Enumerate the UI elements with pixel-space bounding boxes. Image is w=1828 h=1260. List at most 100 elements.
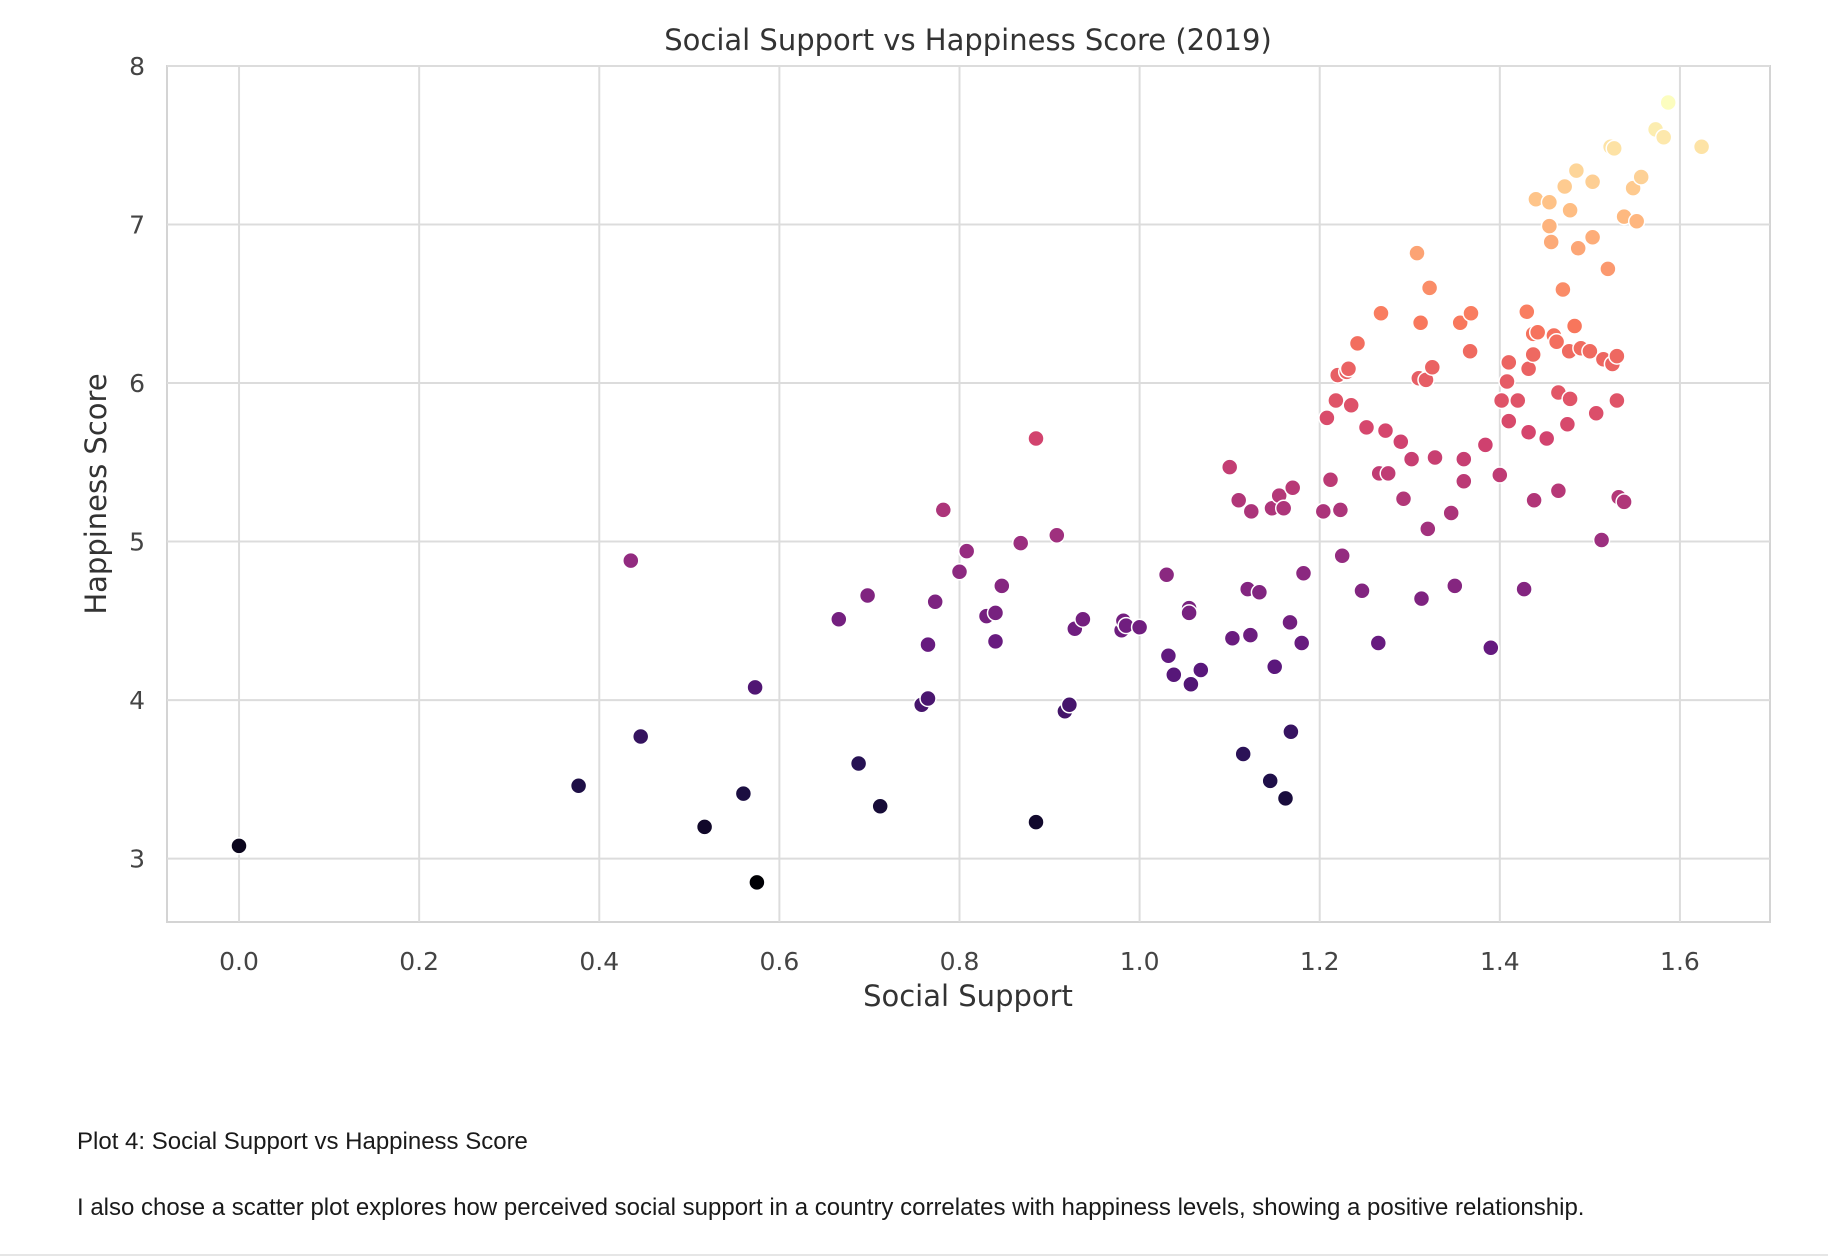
data-point [1331,501,1350,519]
x-tick-label: 1.0 [1120,947,1160,976]
x-tick-label: 0.0 [219,947,259,976]
x-axis-label: Social Support [863,979,1073,1013]
data-point [1060,696,1079,714]
data-point [1250,583,1269,602]
data-point [1011,534,1030,552]
data-point [1348,334,1367,353]
data-point [1498,372,1516,391]
data-point [858,586,877,605]
y-axis-label: Happiness Score [79,373,113,614]
data-point [1491,466,1509,484]
data-point [1446,577,1464,595]
data-point [1333,547,1351,565]
data-point [1442,504,1460,522]
x-tick-label: 1.2 [1300,947,1340,976]
data-point [871,797,889,816]
data-point [1376,421,1395,440]
data-point [1605,139,1623,158]
y-tick-label: 3 [129,845,145,874]
data-point [1314,502,1333,521]
x-tick-label: 0.4 [579,947,619,976]
data-point [1234,745,1252,763]
data-point [1321,470,1340,489]
data-point [1411,314,1430,332]
data-point [1583,228,1602,246]
data-point [1549,482,1568,500]
y-tick-label: 8 [129,52,145,81]
data-point [1455,472,1473,491]
data-point [1654,128,1673,147]
data-point [1165,665,1183,684]
data-point [631,727,650,746]
data-point [1500,412,1518,430]
data-point [230,837,248,855]
data-point [1528,323,1547,342]
data-point [919,635,937,654]
x-tick-label: 0.6 [759,947,799,976]
data-point [1357,418,1376,437]
y-tick-label: 5 [129,528,145,557]
data-point [569,776,588,795]
data-point [1524,345,1542,364]
data-point [1265,658,1284,676]
x-tick-labels: 0.0 0.2 0.4 0.6 0.8 1.0 1.2 1.4 1.6 [219,947,1700,976]
data-point [1561,390,1579,408]
data-point [919,689,937,708]
data-point [695,818,714,836]
data-point [1476,436,1495,454]
divider [0,1254,1828,1256]
y-tick-label: 7 [129,211,145,240]
caption-body: I also chose a scatter plot explores how… [77,1194,1585,1221]
data-point [1583,172,1602,191]
data-point [1581,342,1599,361]
data-point [1615,493,1633,511]
data-points [230,93,1711,892]
grid-lines [167,65,1770,922]
data-point [1423,358,1442,376]
data-point [1509,391,1527,410]
data-point [1276,789,1295,808]
x-tick-label: 0.8 [940,947,980,976]
data-point [1547,333,1566,351]
data-point [1558,415,1577,434]
data-point [1587,404,1605,422]
data-point [1608,347,1626,365]
data-point [1074,610,1092,628]
data-point [1274,499,1293,518]
data-point [957,542,976,560]
data-point [1555,177,1574,196]
data-point [1241,626,1260,644]
data-point [1632,168,1650,186]
data-point [1379,464,1397,483]
data-point [986,604,1005,622]
data-point [1027,429,1045,448]
data-point [1130,618,1149,636]
data-point [1561,201,1579,220]
data-point [986,632,1005,651]
data-point [1462,304,1480,323]
data-point [1339,360,1358,378]
data-point [1627,212,1646,231]
data-point [1157,566,1176,584]
plot-background [166,65,1771,923]
x-tick-label: 1.4 [1480,947,1520,976]
data-point [1229,491,1248,510]
data-point [1592,531,1611,549]
data-point [1608,391,1626,410]
data-point [1455,450,1473,468]
data-point [1223,629,1242,648]
caption-title: Plot 4: Social Support vs Happiness Scor… [77,1128,528,1155]
data-point [746,678,764,697]
data-point [1180,604,1198,622]
data-point [1048,526,1066,544]
data-point [1261,772,1279,790]
data-point [1500,353,1518,372]
data-point [1192,661,1210,679]
data-point [748,873,766,892]
data-point [1369,634,1388,652]
data-point [1542,233,1560,251]
data-point [1159,646,1178,665]
x-tick-label: 0.2 [399,947,439,976]
data-point [734,784,753,803]
data-point [950,562,969,581]
